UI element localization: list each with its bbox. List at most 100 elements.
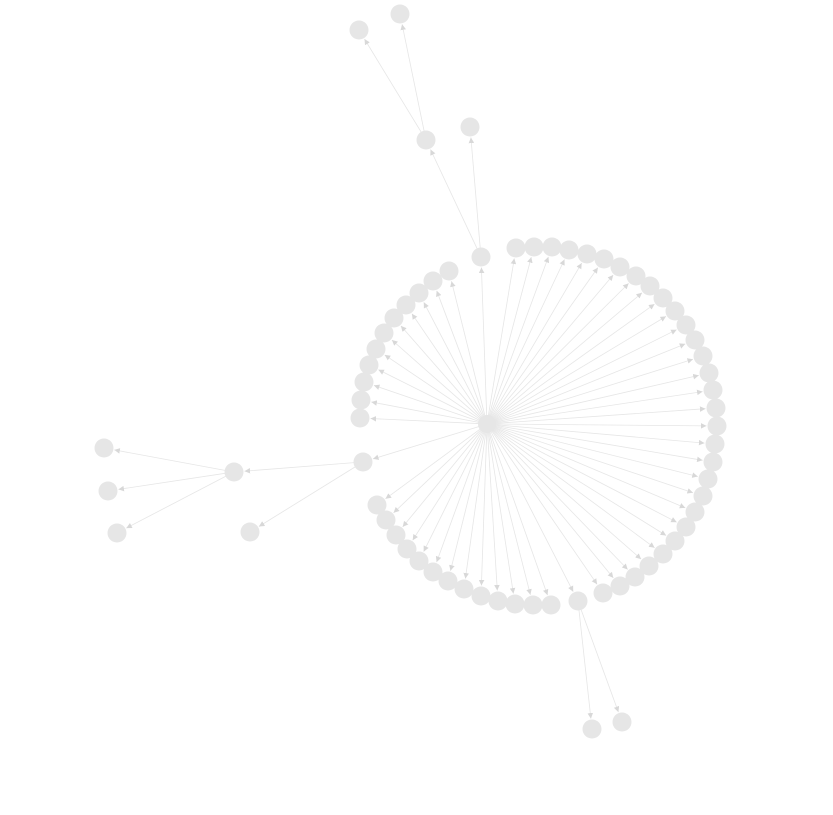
graph-node[interactable] bbox=[353, 452, 373, 472]
edge-arrow bbox=[490, 427, 628, 570]
graph-node[interactable] bbox=[107, 523, 127, 543]
graph-node[interactable] bbox=[640, 276, 660, 296]
graph-node[interactable] bbox=[506, 238, 526, 258]
graph-node[interactable] bbox=[454, 579, 474, 599]
graph-node[interactable] bbox=[559, 240, 579, 260]
hub-node[interactable] bbox=[478, 415, 496, 433]
graph-node[interactable] bbox=[409, 283, 429, 303]
graph-node[interactable] bbox=[665, 531, 685, 551]
graph-node[interactable] bbox=[438, 571, 458, 591]
graph-node[interactable] bbox=[505, 594, 525, 614]
edge-arrow bbox=[492, 358, 694, 423]
graph-node[interactable] bbox=[676, 315, 696, 335]
graph-node[interactable] bbox=[409, 551, 429, 571]
edge-arrow bbox=[118, 472, 229, 492]
graph-node[interactable] bbox=[676, 517, 696, 537]
graph-node[interactable] bbox=[625, 567, 645, 587]
edge-arrow bbox=[491, 427, 642, 560]
graph-node[interactable] bbox=[423, 562, 443, 582]
graph-node[interactable] bbox=[685, 502, 705, 522]
graph-node[interactable] bbox=[705, 434, 725, 454]
graph-node[interactable] bbox=[366, 339, 386, 359]
graph-node[interactable] bbox=[523, 595, 543, 615]
edge-arrow bbox=[578, 606, 594, 719]
graph-node[interactable] bbox=[612, 712, 632, 732]
graph-node[interactable] bbox=[542, 237, 562, 257]
graph-node[interactable] bbox=[374, 323, 394, 343]
edge-arrow bbox=[490, 274, 614, 420]
graph-node[interactable] bbox=[524, 237, 544, 257]
graph-node[interactable] bbox=[350, 408, 370, 428]
node-layer bbox=[94, 4, 727, 739]
graph-node[interactable] bbox=[471, 247, 491, 267]
graph-node[interactable] bbox=[693, 346, 713, 366]
edge-arrow bbox=[400, 24, 426, 135]
edge-layer bbox=[114, 24, 707, 719]
edge-arrow bbox=[492, 406, 706, 424]
edge-arrow bbox=[114, 448, 229, 472]
edge-arrow bbox=[364, 38, 424, 136]
graph-node[interactable] bbox=[390, 4, 410, 24]
graph-node[interactable] bbox=[610, 576, 630, 596]
edge-arrow bbox=[491, 303, 655, 422]
graph-node[interactable] bbox=[349, 20, 369, 40]
edge-arrow bbox=[487, 429, 500, 591]
graph-node[interactable] bbox=[568, 591, 588, 611]
graph-node[interactable] bbox=[582, 719, 602, 739]
edge-arrow bbox=[490, 283, 629, 421]
graph-node[interactable] bbox=[693, 486, 713, 506]
graph-node[interactable] bbox=[376, 510, 396, 530]
graph-node[interactable] bbox=[639, 556, 659, 576]
edge-arrow bbox=[371, 400, 482, 424]
graph-node[interactable] bbox=[665, 301, 685, 321]
edge-arrow bbox=[423, 428, 485, 552]
edge-arrow bbox=[492, 425, 698, 478]
graph-node[interactable] bbox=[224, 462, 244, 482]
edge-arrow bbox=[491, 427, 655, 549]
graph-node[interactable] bbox=[707, 416, 727, 436]
graph-node[interactable] bbox=[626, 266, 646, 286]
graph-node[interactable] bbox=[488, 591, 508, 611]
graph-node[interactable] bbox=[653, 288, 673, 308]
graph-node[interactable] bbox=[698, 469, 718, 489]
edge-arrow bbox=[436, 290, 486, 419]
graph-node[interactable] bbox=[94, 438, 114, 458]
graph-node[interactable] bbox=[703, 380, 723, 400]
graph-node[interactable] bbox=[706, 398, 726, 418]
graph-node[interactable] bbox=[703, 452, 723, 472]
edge-arrow bbox=[430, 149, 479, 252]
graph-node[interactable] bbox=[367, 495, 387, 515]
graph-node[interactable] bbox=[593, 583, 613, 603]
graph-node[interactable] bbox=[423, 271, 443, 291]
graph-node[interactable] bbox=[384, 308, 404, 328]
edge-arrow bbox=[372, 425, 482, 460]
graph-node[interactable] bbox=[439, 261, 459, 281]
graph-node[interactable] bbox=[240, 522, 260, 542]
edge-arrow bbox=[370, 415, 482, 425]
graph-node[interactable] bbox=[460, 117, 480, 137]
graph-node[interactable] bbox=[396, 295, 416, 315]
edge-arrow bbox=[492, 423, 707, 429]
edge-arrow bbox=[491, 426, 667, 536]
graph-node[interactable] bbox=[397, 539, 417, 559]
graph-node[interactable] bbox=[354, 372, 374, 392]
edge-arrow bbox=[489, 428, 598, 585]
graph-node[interactable] bbox=[699, 363, 719, 383]
graph-node[interactable] bbox=[416, 130, 436, 150]
graph-node[interactable] bbox=[359, 355, 379, 375]
graph-node[interactable] bbox=[471, 586, 491, 606]
edge-arrow bbox=[384, 354, 483, 422]
graph-node[interactable] bbox=[685, 330, 705, 350]
graph-node[interactable] bbox=[98, 481, 118, 501]
graph-node[interactable] bbox=[594, 249, 614, 269]
graph-node[interactable] bbox=[386, 525, 406, 545]
edge-arrow bbox=[489, 262, 583, 420]
graph-node[interactable] bbox=[577, 244, 597, 264]
graph-node[interactable] bbox=[610, 257, 630, 277]
edge-arrow bbox=[489, 259, 565, 419]
graph-node[interactable] bbox=[653, 544, 673, 564]
graph-node[interactable] bbox=[351, 390, 371, 410]
graph-node[interactable] bbox=[541, 595, 561, 615]
edge-arrow bbox=[126, 474, 230, 529]
edge-arrow bbox=[468, 137, 481, 252]
